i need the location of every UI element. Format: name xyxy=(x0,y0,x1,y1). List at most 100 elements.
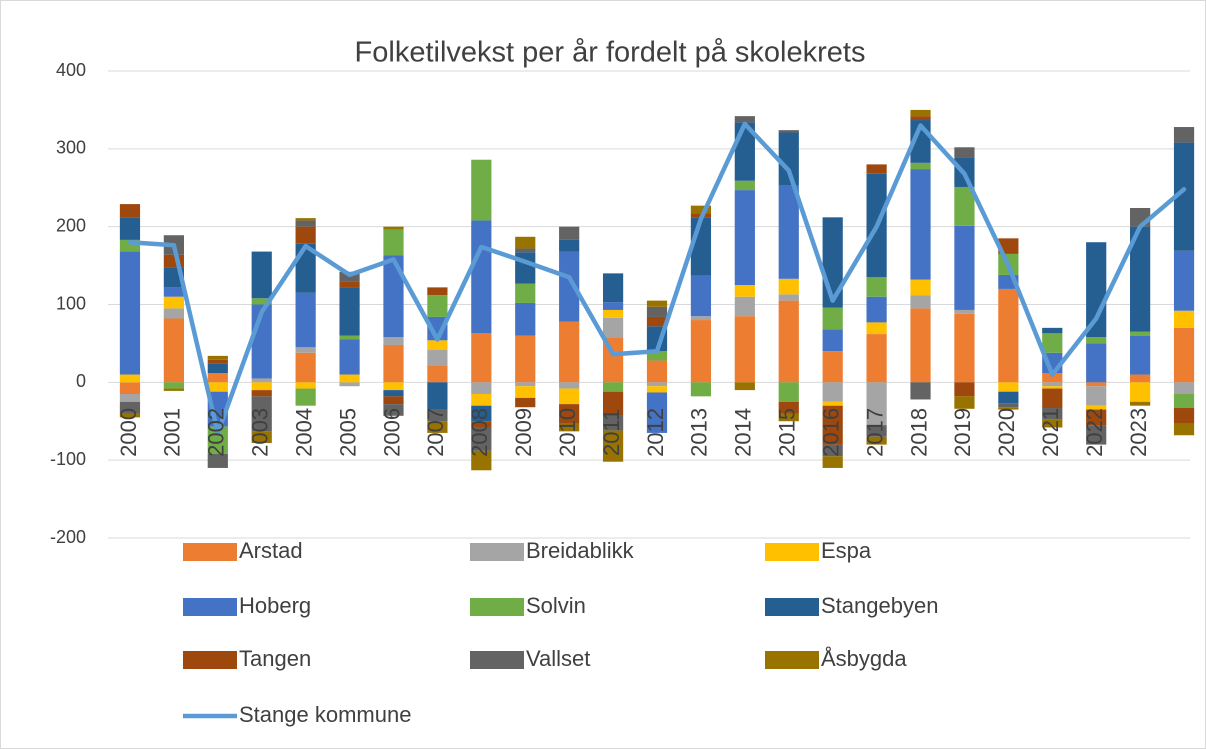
bar-segment xyxy=(690,205,712,214)
bar-segment xyxy=(163,296,184,309)
legend-label: Åsbygda xyxy=(821,646,907,671)
bar-segment xyxy=(295,388,316,406)
legend-label: Espa xyxy=(821,538,872,563)
bar-segment xyxy=(690,275,712,317)
bar-segment xyxy=(778,185,799,279)
x-tick-label: 2007 xyxy=(423,408,448,457)
legend-label: Arstad xyxy=(239,538,303,563)
bar-segment xyxy=(119,394,141,402)
bar-segment xyxy=(778,132,799,186)
y-tick-label: 0 xyxy=(76,371,86,391)
bar-segment xyxy=(954,313,975,383)
bar-segment xyxy=(471,382,492,395)
legend-swatch xyxy=(470,651,524,669)
x-tick-label: 2012 xyxy=(643,408,668,457)
bar-segment xyxy=(1173,310,1195,328)
bar-segment xyxy=(295,347,316,353)
bar-segment xyxy=(954,309,975,314)
bar-segment xyxy=(602,317,624,338)
bar-segment xyxy=(822,307,843,330)
bar-segment xyxy=(734,285,755,297)
bar-segment xyxy=(734,116,755,123)
bar-segment xyxy=(910,308,931,383)
bar-segment xyxy=(1173,382,1195,395)
bar-segment xyxy=(954,186,975,226)
y-tick-label: -200 xyxy=(50,527,86,547)
bar-segment xyxy=(998,382,1019,392)
bar-segment xyxy=(295,292,316,348)
bar-segment xyxy=(163,388,184,391)
x-tick-label: 2000 xyxy=(116,408,141,457)
bar-segment xyxy=(515,236,536,249)
bar-segment xyxy=(427,382,448,410)
bar-segment xyxy=(1130,374,1151,383)
bar-segment xyxy=(559,404,580,424)
bar-segment xyxy=(119,239,141,252)
bar-segment xyxy=(822,351,843,383)
x-tick-label: 2014 xyxy=(731,408,756,457)
x-tick-label: 2006 xyxy=(379,408,404,457)
bar-segment xyxy=(1173,327,1195,383)
bar-segment xyxy=(602,273,624,303)
bar-segment xyxy=(383,382,404,391)
bar-segment xyxy=(163,318,184,383)
bar-segment xyxy=(866,277,887,297)
bar-segment xyxy=(251,298,272,305)
bar-segment xyxy=(998,407,1019,410)
x-tick-label: 2013 xyxy=(687,408,712,457)
legend-swatch xyxy=(765,543,819,561)
bar-segment xyxy=(1130,331,1151,336)
bar-segment xyxy=(559,382,580,389)
bar-segment xyxy=(822,444,843,457)
bar-segment xyxy=(1042,386,1063,389)
bar-segment xyxy=(1042,372,1063,383)
bar-segment xyxy=(339,374,360,383)
bar-segment xyxy=(1086,409,1107,426)
chart-title: Folketilvekst per år fordelt på skolekre… xyxy=(355,37,866,69)
bar-segment xyxy=(515,397,536,408)
bar-segment xyxy=(778,278,799,295)
bar-segment xyxy=(822,401,843,406)
legend-label: Stangebyen xyxy=(821,593,938,618)
bar-segment xyxy=(1042,419,1063,428)
bar-segment xyxy=(251,396,272,432)
bar-segment xyxy=(954,382,975,397)
bar-segment xyxy=(163,287,184,297)
x-tick-label: 2009 xyxy=(511,408,536,457)
bar-segment xyxy=(910,169,931,280)
bar-segment xyxy=(646,300,668,307)
legend-swatch xyxy=(183,598,237,616)
bar-segment xyxy=(1086,343,1107,383)
bar-segment xyxy=(866,436,887,445)
y-tick-label: 100 xyxy=(56,293,86,313)
y-tick-label: 400 xyxy=(56,60,86,80)
legend-swatch xyxy=(470,598,524,616)
bar-segment xyxy=(1042,382,1063,387)
legend-swatch xyxy=(470,543,524,561)
bar-segment xyxy=(646,316,668,327)
bar-segment xyxy=(910,279,931,296)
bar-segment xyxy=(734,180,755,191)
bar-segment xyxy=(207,382,228,392)
bar-segment xyxy=(1173,408,1195,424)
legend-label: Vallset xyxy=(526,646,590,671)
bar-segment xyxy=(734,382,755,391)
bar-segment xyxy=(734,316,755,383)
x-tick-label: 2016 xyxy=(818,408,843,457)
x-tick-label: 2003 xyxy=(248,408,273,457)
bar-segment xyxy=(910,116,931,121)
bar-segment xyxy=(954,396,975,409)
bar-segment xyxy=(383,344,404,383)
bar-segment xyxy=(559,388,580,405)
bar-segment xyxy=(471,394,492,406)
x-tick-label: 2002 xyxy=(204,408,229,457)
bar-segment xyxy=(383,404,404,416)
bar-segment xyxy=(910,382,931,400)
bar-segment xyxy=(822,456,843,468)
bar-segment xyxy=(646,351,668,361)
bar-segment xyxy=(778,382,799,402)
bar-segment xyxy=(822,329,843,352)
bar-segment xyxy=(778,401,799,414)
bar-segment xyxy=(734,296,755,317)
